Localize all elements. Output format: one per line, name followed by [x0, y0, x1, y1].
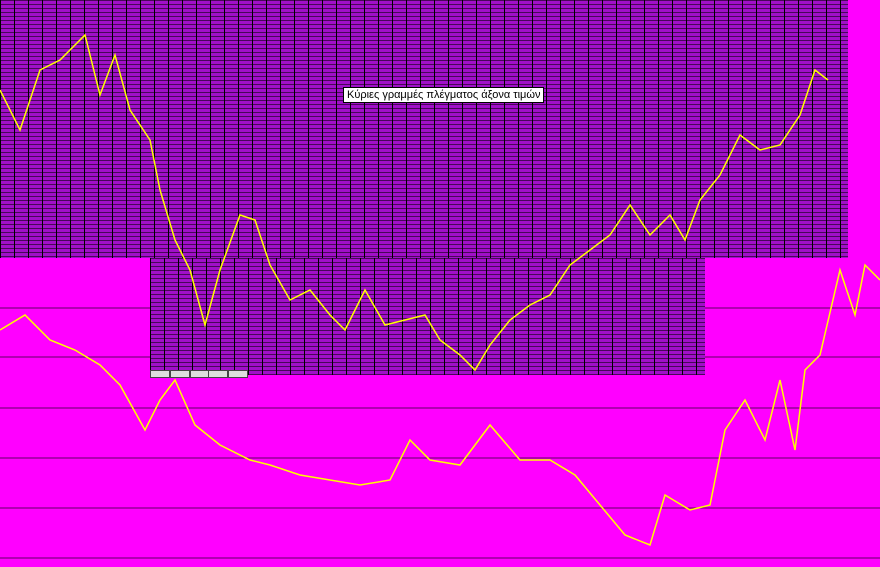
gridlines	[0, 307, 880, 559]
tab	[228, 370, 248, 378]
price-line	[0, 33, 829, 372]
plot-area-glitch	[150, 258, 705, 375]
plot-area-glitch	[0, 0, 848, 258]
tab	[170, 370, 190, 378]
tooltip: Κύριες γραμμές πλέγματος άξονα τιμών	[343, 87, 545, 103]
tab	[150, 370, 170, 378]
tab	[208, 370, 228, 378]
price-line	[0, 263, 880, 547]
